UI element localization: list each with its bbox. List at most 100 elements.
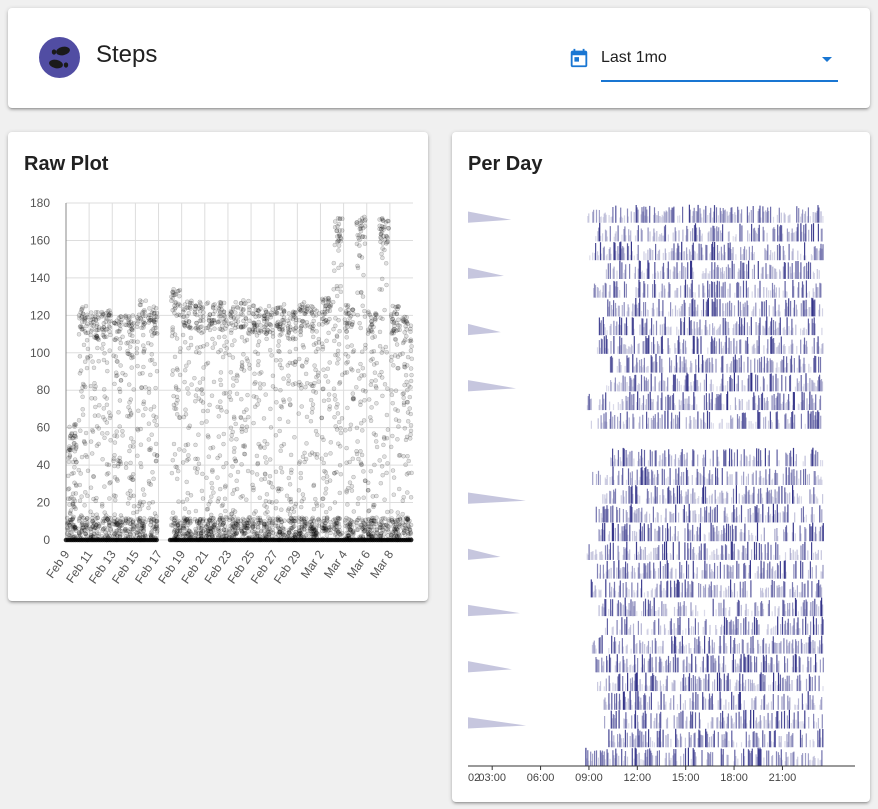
per-day-rows bbox=[468, 204, 824, 766]
data-point bbox=[404, 327, 409, 332]
data-point bbox=[134, 350, 140, 356]
data-point bbox=[326, 299, 331, 305]
data-point bbox=[262, 476, 268, 482]
activity-bar bbox=[693, 207, 695, 223]
activity-bar bbox=[731, 302, 733, 317]
y-tick-label: 160 bbox=[30, 233, 50, 247]
data-point bbox=[150, 525, 155, 531]
data-point bbox=[153, 414, 159, 420]
data-point bbox=[253, 380, 258, 385]
activity-bar bbox=[643, 357, 645, 373]
activity-bar bbox=[816, 248, 818, 261]
activity-bar bbox=[656, 362, 658, 373]
data-point bbox=[362, 241, 368, 246]
data-point bbox=[111, 458, 116, 464]
data-point bbox=[358, 226, 364, 231]
data-point bbox=[66, 448, 71, 454]
activity-bar bbox=[707, 215, 709, 223]
data-point bbox=[268, 480, 274, 486]
activity-bar bbox=[608, 385, 610, 392]
data-point bbox=[136, 531, 141, 536]
data-point bbox=[311, 313, 316, 318]
data-point bbox=[131, 532, 137, 537]
activity-bar bbox=[468, 211, 512, 223]
data-point bbox=[276, 488, 281, 494]
data-point bbox=[183, 407, 188, 412]
data-point bbox=[118, 519, 123, 524]
data-point bbox=[195, 325, 201, 330]
data-point bbox=[135, 427, 141, 433]
activity-bar bbox=[794, 414, 796, 429]
activity-bar bbox=[800, 375, 802, 392]
data-point bbox=[69, 517, 74, 523]
data-point bbox=[100, 528, 105, 533]
activity-bar bbox=[706, 402, 708, 411]
activity-bar bbox=[633, 328, 635, 336]
activity-bar bbox=[724, 252, 726, 261]
data-point bbox=[68, 447, 74, 453]
data-point bbox=[255, 517, 261, 523]
activity-bar bbox=[761, 392, 764, 411]
data-point bbox=[309, 410, 315, 415]
data-point bbox=[199, 324, 204, 329]
activity-bar bbox=[621, 317, 623, 336]
data-point bbox=[130, 354, 136, 360]
data-point bbox=[65, 527, 71, 533]
data-point bbox=[137, 515, 143, 521]
data-point bbox=[123, 516, 129, 521]
data-point bbox=[204, 475, 209, 481]
activity-bar bbox=[772, 375, 774, 392]
data-point bbox=[90, 518, 95, 524]
data-point bbox=[339, 262, 344, 268]
data-point bbox=[147, 447, 153, 453]
activity-bar bbox=[722, 282, 724, 298]
data-point bbox=[90, 359, 95, 364]
data-point bbox=[67, 520, 72, 525]
data-point bbox=[129, 474, 134, 480]
data-point bbox=[170, 325, 175, 330]
data-point bbox=[79, 307, 84, 312]
data-point bbox=[391, 492, 397, 497]
activity-bar bbox=[782, 290, 784, 298]
data-point bbox=[72, 524, 77, 530]
data-point bbox=[102, 435, 107, 441]
data-point bbox=[77, 531, 82, 537]
data-point bbox=[374, 444, 380, 450]
range-select[interactable]: Last 1mo bbox=[568, 43, 838, 83]
data-point bbox=[296, 488, 302, 493]
data-point bbox=[83, 528, 88, 533]
data-point bbox=[279, 405, 285, 410]
data-point bbox=[200, 471, 205, 477]
activity-bar bbox=[623, 302, 625, 317]
activity-bar bbox=[811, 255, 813, 261]
data-point bbox=[176, 531, 182, 537]
activity-bar bbox=[723, 404, 725, 410]
data-point bbox=[85, 522, 90, 527]
data-point bbox=[200, 305, 206, 310]
data-point bbox=[92, 413, 98, 418]
data-point bbox=[101, 334, 107, 339]
data-point bbox=[79, 314, 85, 319]
data-point bbox=[115, 359, 120, 364]
activity-bar bbox=[789, 401, 791, 410]
activity-bar bbox=[686, 284, 688, 298]
data-point bbox=[173, 292, 178, 297]
data-point bbox=[84, 454, 90, 460]
data-point bbox=[300, 302, 305, 307]
activity-bar bbox=[701, 310, 703, 317]
data-point bbox=[129, 339, 134, 344]
data-point bbox=[67, 522, 72, 528]
data-point bbox=[366, 517, 372, 523]
data-point bbox=[112, 337, 117, 342]
chevron-down-icon[interactable] bbox=[822, 57, 832, 62]
data-point bbox=[65, 520, 70, 525]
data-point bbox=[344, 489, 349, 495]
activity-bar bbox=[740, 339, 742, 354]
data-point bbox=[184, 318, 189, 323]
data-point bbox=[104, 396, 109, 401]
activity-bar bbox=[651, 318, 653, 336]
data-point bbox=[104, 402, 110, 408]
range-dropdown[interactable]: Last 1mo bbox=[601, 43, 838, 82]
data-point bbox=[123, 372, 128, 378]
data-point bbox=[176, 518, 181, 524]
